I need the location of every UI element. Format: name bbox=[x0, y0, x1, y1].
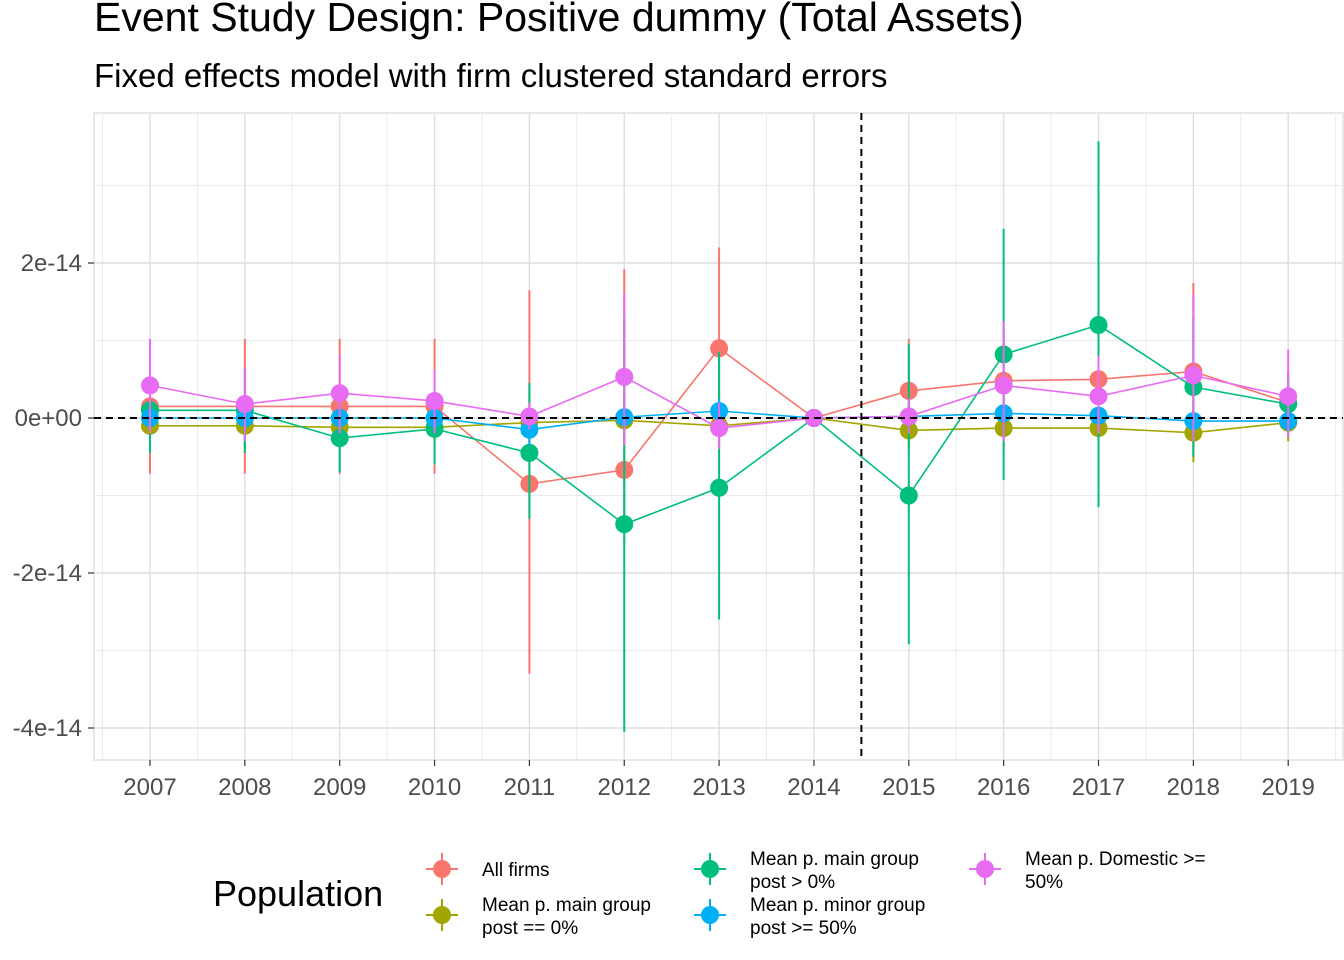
data-point bbox=[330, 429, 349, 448]
legend-key-point bbox=[701, 906, 719, 924]
x-tick-label: 2017 bbox=[1072, 774, 1125, 801]
data-point bbox=[710, 478, 729, 497]
legend-label: Mean p. main group bbox=[482, 895, 651, 916]
legend-label: Mean p. main group bbox=[750, 849, 919, 870]
data-point bbox=[615, 367, 634, 386]
legend-item: Mean p. Domestic >=50% bbox=[969, 849, 1206, 893]
x-tick-label: 2008 bbox=[218, 774, 271, 801]
data-point bbox=[994, 376, 1013, 395]
x-tick-label: 2007 bbox=[123, 774, 176, 801]
data-point bbox=[710, 339, 729, 358]
chart-title: Event Study Design: Positive dummy (Tota… bbox=[94, 0, 1024, 40]
x-tick-label: 2009 bbox=[313, 774, 366, 801]
legend-label: post == 0% bbox=[482, 918, 578, 939]
legend-key-point bbox=[701, 860, 719, 878]
data-point bbox=[1089, 387, 1108, 406]
data-point bbox=[235, 395, 254, 414]
legend-label: 50% bbox=[1025, 872, 1063, 893]
y-tick-label: 2e-14 bbox=[21, 250, 82, 277]
legend-label: post > 0% bbox=[750, 872, 835, 893]
legend-label: Mean p. Domestic >= bbox=[1025, 849, 1206, 870]
x-tick-label: 2019 bbox=[1262, 774, 1315, 801]
chart-subtitle: Fixed effects model with firm clustered … bbox=[94, 57, 888, 94]
legend-label: Mean p. minor group bbox=[750, 895, 925, 916]
legend-key-point bbox=[976, 860, 994, 878]
x-tick-label: 2015 bbox=[882, 774, 935, 801]
data-point bbox=[804, 409, 823, 427]
legend-title: Population bbox=[213, 873, 383, 914]
y-tick-label: -4e-14 bbox=[13, 715, 82, 742]
legend-key-point bbox=[433, 906, 451, 924]
y-tick-label: 0e+00 bbox=[15, 405, 82, 432]
legend-item: All firms bbox=[426, 853, 550, 885]
y-tick-label: -2e-14 bbox=[13, 560, 82, 587]
x-tick-label: 2018 bbox=[1167, 774, 1220, 801]
series-5 bbox=[141, 294, 1298, 449]
x-tick-label: 2014 bbox=[787, 774, 840, 801]
data-point bbox=[141, 376, 159, 395]
x-tick-label: 2011 bbox=[504, 774, 556, 801]
data-point bbox=[710, 419, 729, 438]
x-tick-label: 2013 bbox=[692, 774, 745, 801]
data-point bbox=[425, 391, 444, 410]
x-tick-label: 2016 bbox=[977, 774, 1030, 801]
data-point bbox=[330, 384, 349, 403]
data-point bbox=[1184, 366, 1203, 385]
x-tick-label: 2010 bbox=[408, 774, 461, 801]
data-point bbox=[899, 407, 918, 426]
legend-label: All firms bbox=[482, 860, 550, 881]
data-point bbox=[615, 515, 634, 534]
data-point bbox=[520, 443, 539, 462]
data-point bbox=[1279, 387, 1298, 406]
data-point bbox=[1089, 316, 1108, 334]
legend-label: post >= 50% bbox=[750, 918, 857, 939]
legend-key-point bbox=[433, 860, 451, 878]
data-point bbox=[899, 486, 918, 505]
x-tick-label: 2012 bbox=[598, 774, 651, 801]
data-point bbox=[520, 407, 539, 426]
